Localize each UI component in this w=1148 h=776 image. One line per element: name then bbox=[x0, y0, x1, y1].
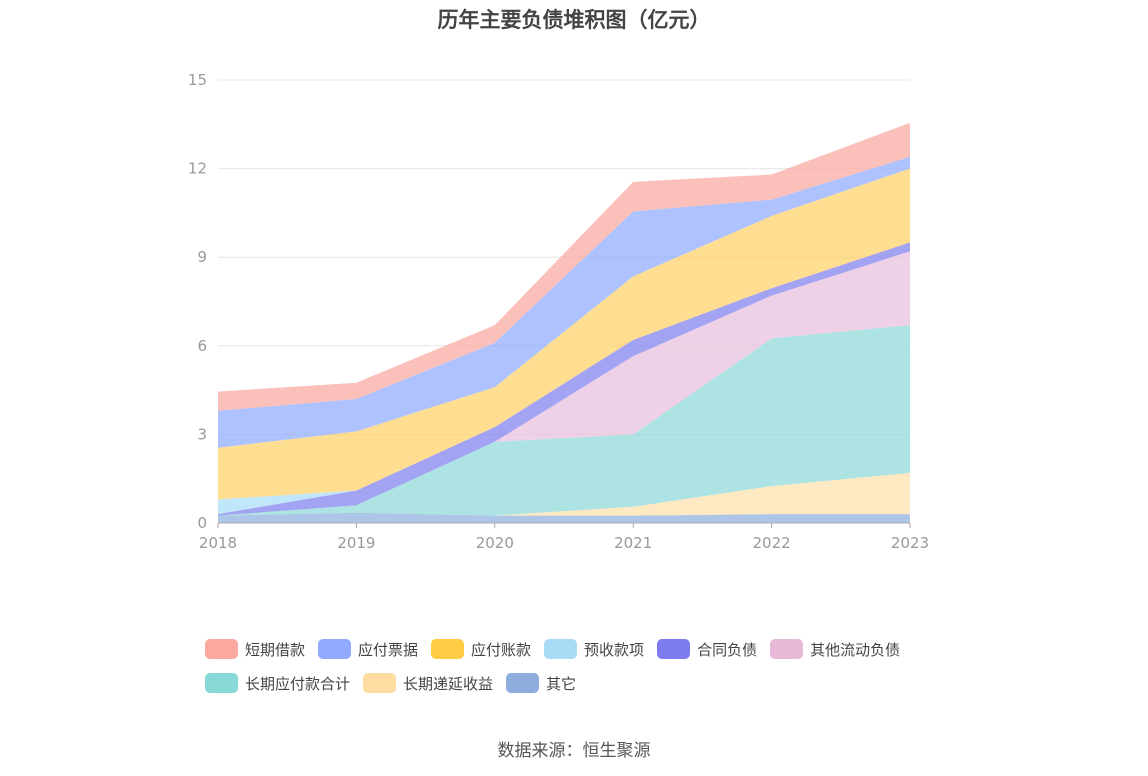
x-tick-label: 2020 bbox=[476, 534, 514, 552]
legend-item[interactable]: 应付账款 bbox=[431, 638, 531, 660]
legend-label: 合同负债 bbox=[697, 640, 758, 659]
legend-item[interactable]: 应付票据 bbox=[318, 638, 418, 660]
legend-label: 其它 bbox=[546, 674, 577, 693]
legend-item[interactable]: 长期递延收益 bbox=[363, 672, 493, 694]
legend-item[interactable]: 合同负债 bbox=[657, 638, 757, 660]
area-series-4 bbox=[218, 242, 910, 516]
area-series-8 bbox=[218, 122, 910, 411]
legend-item[interactable]: 其它 bbox=[506, 672, 576, 694]
legend-item[interactable]: 短期借款 bbox=[205, 638, 305, 660]
legend-label: 应付账款 bbox=[471, 640, 532, 659]
chart-legend: 短期借款 应付票据 应付账款 预收款项 合同负债 其他流动负债长期应付款合计 长期递延收益 其… bbox=[205, 638, 965, 694]
area-series-0 bbox=[218, 512, 910, 523]
legend-swatch bbox=[318, 639, 352, 659]
area-series-7 bbox=[218, 156, 910, 448]
y-tick-label: 15 bbox=[188, 71, 207, 89]
legend-item[interactable]: 其他流动负债 bbox=[770, 638, 900, 660]
legend-label: 长期递延收益 bbox=[403, 674, 494, 693]
x-tick-label: 2021 bbox=[614, 534, 652, 552]
legend-swatch bbox=[363, 673, 397, 693]
y-tick-label: 3 bbox=[197, 425, 207, 443]
stacked-area-chart: 0 3 6 9 12 15 2018 2019 2020 2021 2022 2023 bbox=[188, 71, 929, 552]
x-tick-label: 2023 bbox=[891, 534, 929, 552]
legend-label: 应付票据 bbox=[358, 640, 419, 659]
legend-swatch bbox=[205, 639, 238, 659]
legend-swatch bbox=[506, 673, 540, 693]
y-tick-label: 0 bbox=[197, 514, 207, 532]
x-tick-label: 2018 bbox=[199, 534, 237, 552]
legend-label: 预收款项 bbox=[584, 640, 645, 659]
legend-item[interactable]: 预收款项 bbox=[544, 638, 644, 660]
legend-label: 长期应付款合计 bbox=[245, 674, 351, 693]
area-series-2 bbox=[218, 325, 910, 516]
area-series-1 bbox=[218, 472, 910, 516]
x-tick-label: 2019 bbox=[337, 534, 375, 552]
legend-swatch bbox=[657, 639, 691, 659]
data-source: 数据来源：恒生聚源 bbox=[497, 741, 651, 761]
legend-swatch bbox=[431, 639, 465, 659]
legend-label: 其他流动负债 bbox=[810, 640, 901, 659]
area-series-6 bbox=[218, 168, 910, 500]
area-series-3 bbox=[218, 251, 910, 516]
chart-title: 历年主要负债堆积图（亿元） bbox=[437, 8, 711, 32]
x-tick-label: 2022 bbox=[753, 534, 791, 552]
y-tick-label: 9 bbox=[197, 248, 207, 266]
legend-swatch bbox=[770, 639, 804, 659]
legend-item[interactable]: 长期应付款合计 bbox=[205, 672, 350, 694]
legend-label: 短期借款 bbox=[245, 640, 306, 659]
legend-swatch bbox=[544, 639, 578, 659]
y-tick-label: 12 bbox=[188, 160, 207, 178]
y-tick-label: 6 bbox=[197, 337, 207, 355]
legend-swatch bbox=[205, 673, 238, 693]
